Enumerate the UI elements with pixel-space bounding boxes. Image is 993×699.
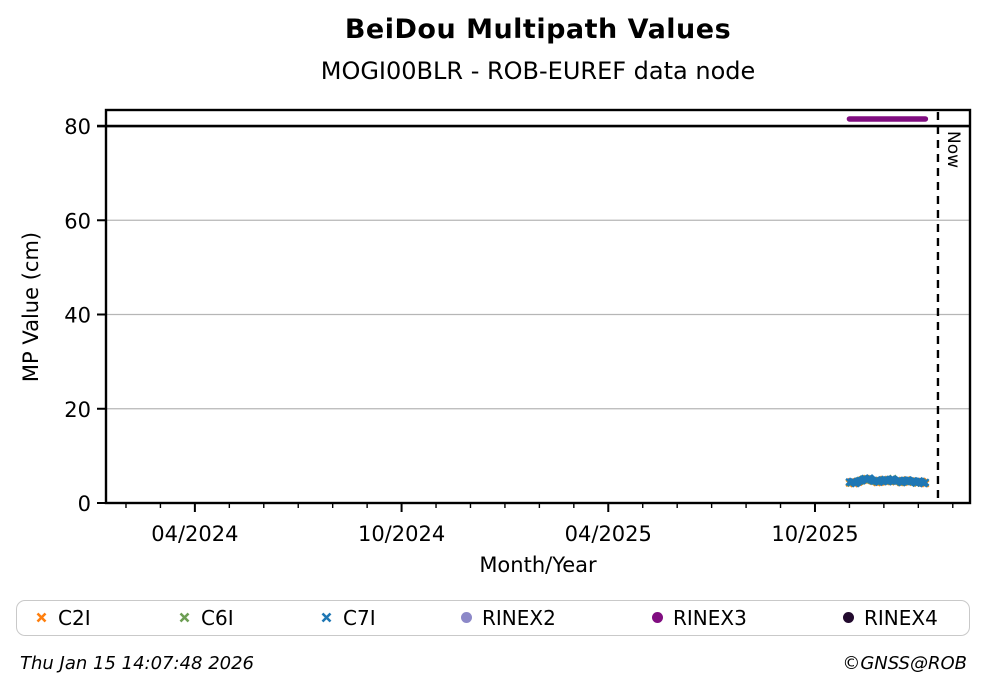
legend-label: RINEX2 xyxy=(482,605,556,630)
legend-label: RINEX4 xyxy=(864,605,938,630)
x-marker-icon xyxy=(36,612,47,623)
x-marker-icon xyxy=(321,612,332,623)
dot-marker-icon xyxy=(652,612,663,623)
now-line-label: Now xyxy=(943,131,963,169)
svg-text:40: 40 xyxy=(64,304,91,328)
legend-label: C6I xyxy=(201,605,234,630)
legend-item-rinex4: RINEX4 xyxy=(843,601,938,634)
legend-label: C7I xyxy=(343,605,376,630)
svg-text:04/2025: 04/2025 xyxy=(565,522,652,546)
svg-text:0: 0 xyxy=(78,492,91,516)
legend-label: C2I xyxy=(58,605,91,630)
svg-text:60: 60 xyxy=(64,209,91,233)
svg-text:04/2024: 04/2024 xyxy=(151,522,238,546)
legend-item-c6i: C6I xyxy=(178,601,234,634)
chart-subtitle: MOGI00BLR - ROB-EUREF data node xyxy=(320,57,756,85)
y-axis-label: MP Value (cm) xyxy=(19,231,43,383)
legend-item-rinex3: RINEX3 xyxy=(652,601,747,634)
dot-marker-icon xyxy=(461,612,472,623)
chart-title: BeiDou Multipath Values xyxy=(344,14,732,45)
x-marker-icon xyxy=(179,612,190,623)
svg-text:20: 20 xyxy=(64,398,91,422)
legend: C2I C6I C7I RINEX2 RINEX3 RINEX4 xyxy=(16,600,970,636)
legend-item-c7i: C7I xyxy=(320,601,376,634)
legend-item-rinex2: RINEX2 xyxy=(461,601,556,634)
x-axis-label: Month/Year xyxy=(479,553,597,577)
svg-text:80: 80 xyxy=(64,115,91,139)
legend-label: RINEX3 xyxy=(673,605,747,630)
dot-marker-icon xyxy=(843,612,854,623)
svg-text:10/2025: 10/2025 xyxy=(771,522,858,546)
legend-item-c2i: C2I xyxy=(35,601,91,634)
svg-text:10/2024: 10/2024 xyxy=(358,522,445,546)
copyright-credit: ©GNSS@ROB xyxy=(842,653,967,674)
chart-canvas: 0 20 40 60 80 04/2024 10/2024 04/2025 10/2025 xyxy=(64,108,972,546)
plot-timestamp: Thu Jan 15 14:07:48 2026 xyxy=(20,653,254,674)
